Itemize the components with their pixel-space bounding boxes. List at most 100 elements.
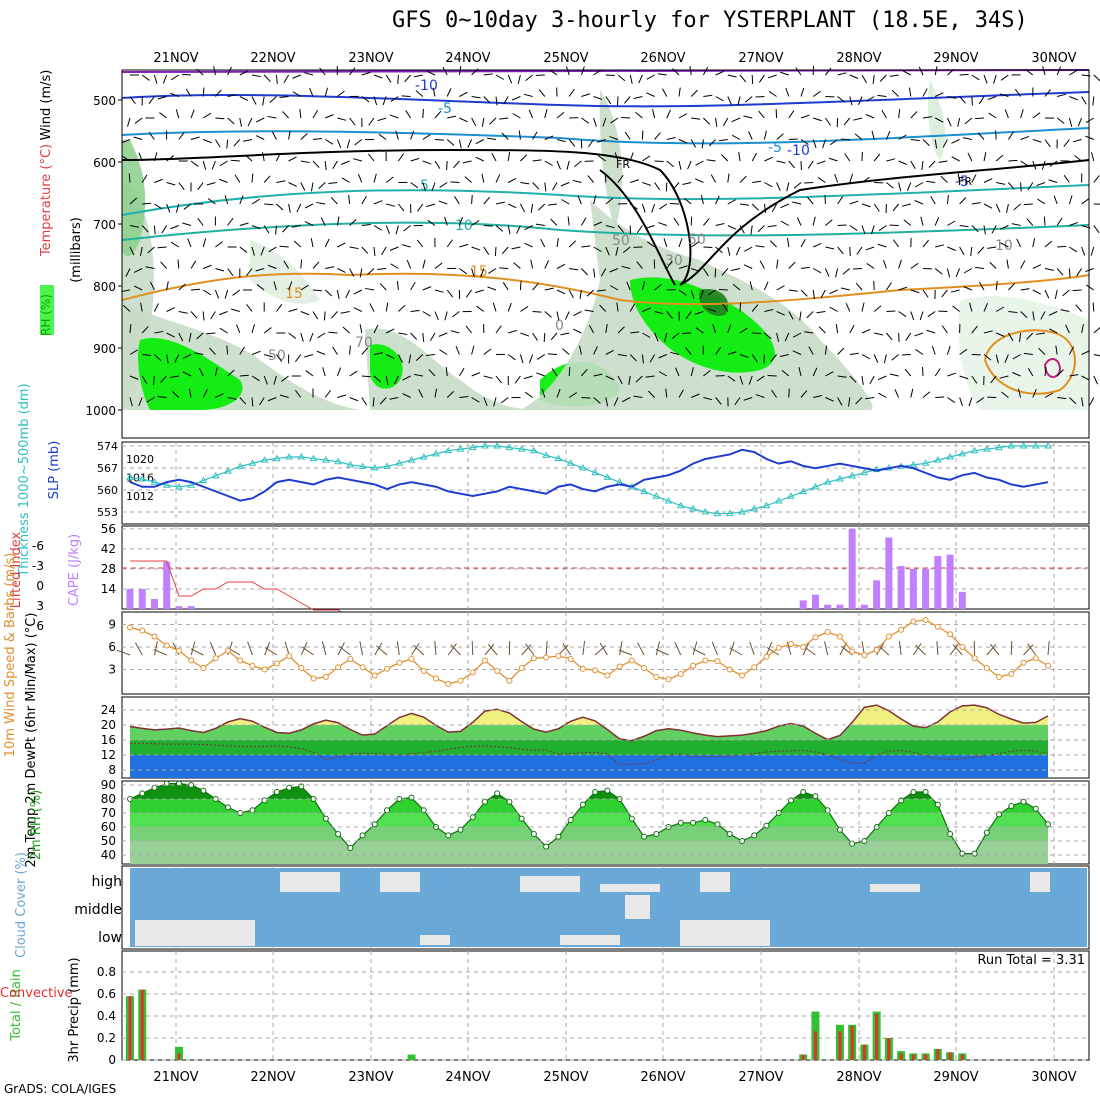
wind-barb [275, 225, 277, 235]
wind-speed-point [1045, 662, 1051, 669]
wind-barb [1068, 117, 1073, 127]
wind-barb [572, 179, 582, 183]
wind-speed-point [763, 653, 770, 660]
wind-barb [255, 268, 265, 272]
wind-barb [190, 160, 199, 167]
precip-conv-bar [140, 989, 144, 1060]
precip-tick: 0 [108, 1053, 116, 1067]
wind-barb [483, 73, 493, 76]
surface-barb [949, 643, 959, 656]
wind-barb [499, 117, 509, 120]
wind-barb [978, 96, 985, 105]
wind-barb [141, 174, 148, 183]
wind-barb [312, 289, 323, 292]
wind-barb [1032, 160, 1037, 170]
surface-barb [674, 642, 682, 656]
wind-barb [324, 139, 334, 145]
wind-barb [276, 304, 283, 312]
wind-barb [349, 218, 357, 226]
wind-barb [231, 308, 240, 312]
surface-barb [153, 641, 158, 656]
wind-barb [685, 311, 692, 320]
surface-barb [989, 643, 1000, 656]
wind-barb [891, 354, 899, 361]
wind-barb [288, 308, 298, 312]
wind-barb [495, 74, 505, 80]
surface-barb [396, 641, 400, 656]
wind-barb [995, 306, 1005, 312]
wind-speed-point [347, 656, 354, 662]
wind-frame [121, 611, 1090, 695]
wind-speed-point [726, 666, 733, 673]
wind-barb [300, 160, 310, 164]
wind-speed-point [433, 675, 439, 682]
day-label-top: 25NOV [543, 51, 588, 66]
wind-barb [342, 326, 350, 334]
wind-barb [328, 331, 338, 334]
thickness-point [725, 509, 734, 517]
wind-barb [1055, 345, 1058, 355]
wind-barb [748, 131, 753, 140]
wind-barb [947, 372, 957, 377]
wind-barb [666, 311, 673, 319]
wind-barb [946, 345, 951, 355]
wind-speed-point [898, 626, 905, 633]
wind-speed-point [983, 665, 990, 671]
wind-barb [665, 388, 668, 398]
wind-barb [446, 88, 452, 97]
surface-barb [247, 641, 253, 656]
wind-barb [855, 282, 863, 291]
wind-barb [239, 195, 244, 205]
wind-barb [910, 139, 920, 142]
wind-barb [157, 96, 167, 100]
wind-barb [941, 325, 948, 334]
surface-barb [376, 645, 388, 656]
wind-barb [511, 96, 521, 101]
wind-barb [1074, 155, 1082, 162]
wind-barb [129, 96, 136, 104]
wind-barb [413, 74, 423, 78]
wind-barb [636, 261, 643, 269]
wind-barb [584, 309, 594, 312]
wind-barb [385, 74, 392, 83]
wind-barb [812, 268, 822, 274]
wind-barb [829, 139, 838, 146]
wind-barb [211, 160, 216, 170]
wind-barb [148, 132, 155, 140]
rh-point [947, 831, 954, 837]
wind-barb [780, 71, 789, 76]
surface-barb [803, 646, 816, 656]
wind-barb [898, 286, 908, 291]
surface-barb [1027, 643, 1037, 656]
wind-barb [518, 130, 521, 140]
wind-barb [438, 200, 448, 205]
wind-barb [410, 182, 419, 189]
wind-barb [202, 289, 212, 296]
wind-barb [1092, 96, 1095, 106]
wind-barb [727, 225, 737, 230]
thickness-point [738, 508, 746, 515]
wind-barb [882, 259, 887, 269]
wind-barb [543, 332, 546, 343]
wind-barb [1057, 93, 1067, 97]
wind-barb [776, 311, 786, 316]
wind-barb [617, 225, 625, 233]
thickness-point [407, 456, 416, 463]
wind-barb [227, 218, 234, 226]
thickness-point [444, 446, 453, 454]
wind-speed-point [934, 623, 941, 630]
wind-barb [1020, 160, 1029, 167]
wind-barb [751, 203, 759, 211]
wind-barb [1049, 328, 1058, 334]
wind-barb [310, 182, 314, 192]
wind-barb [544, 160, 553, 166]
wind-barb [987, 96, 997, 101]
cape-tick: 28 [101, 562, 116, 576]
rh-point [151, 784, 158, 791]
wind-barb [475, 139, 485, 145]
wind-barb [962, 137, 972, 140]
wind-barb [812, 289, 815, 299]
wind-barb [133, 285, 143, 291]
wind-barb [835, 324, 839, 334]
li-tick: 6 [36, 619, 44, 633]
